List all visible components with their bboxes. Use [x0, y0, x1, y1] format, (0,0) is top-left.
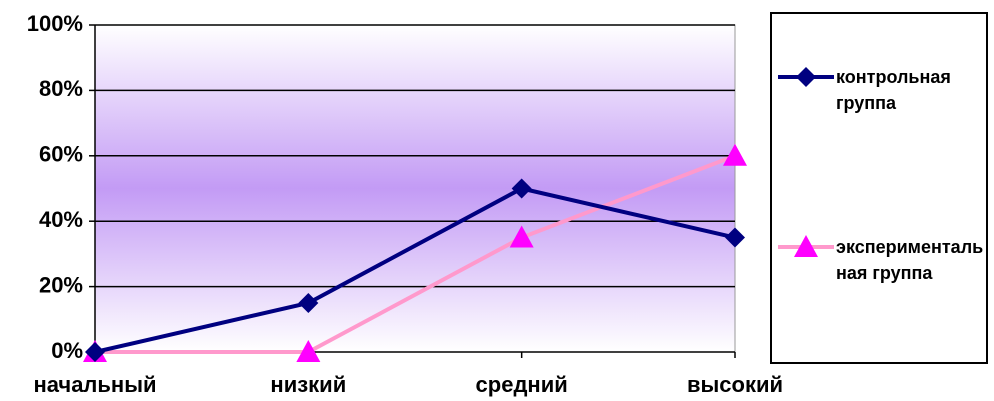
marker	[794, 235, 818, 257]
marker	[85, 342, 105, 362]
legend-entry: экспериментальная группа	[776, 234, 986, 286]
marker	[511, 178, 532, 199]
y-tick-label: 60%	[39, 142, 83, 167]
series-line	[94, 186, 736, 354]
x-tick-label: высокий	[687, 372, 783, 397]
legend-label: контрольная группа	[836, 67, 951, 113]
marker	[723, 143, 747, 166]
marker	[298, 292, 319, 313]
marker	[296, 340, 321, 362]
legend-label: экспериментальная группа	[836, 237, 984, 283]
series-line	[95, 153, 736, 354]
y-tick-label: 100%	[27, 11, 83, 36]
x-tick-label: средний	[476, 372, 568, 397]
x-tick-label: начальный	[33, 372, 156, 397]
y-tick-label: 80%	[39, 76, 83, 101]
legend-swatch	[778, 235, 834, 257]
marker	[509, 225, 534, 248]
legend: контрольная группа экспериментальная груп…	[770, 12, 988, 364]
plot-area	[94, 24, 736, 353]
marker	[796, 67, 816, 87]
marker	[725, 227, 745, 248]
y-tick-label: 20%	[39, 272, 83, 297]
legend-swatch	[778, 67, 834, 87]
legend-entry: контрольная группа	[776, 64, 986, 116]
y-tick-label: 0%	[51, 338, 83, 363]
x-tick-label: низкий	[270, 372, 346, 397]
y-tick-label: 40%	[39, 207, 83, 232]
